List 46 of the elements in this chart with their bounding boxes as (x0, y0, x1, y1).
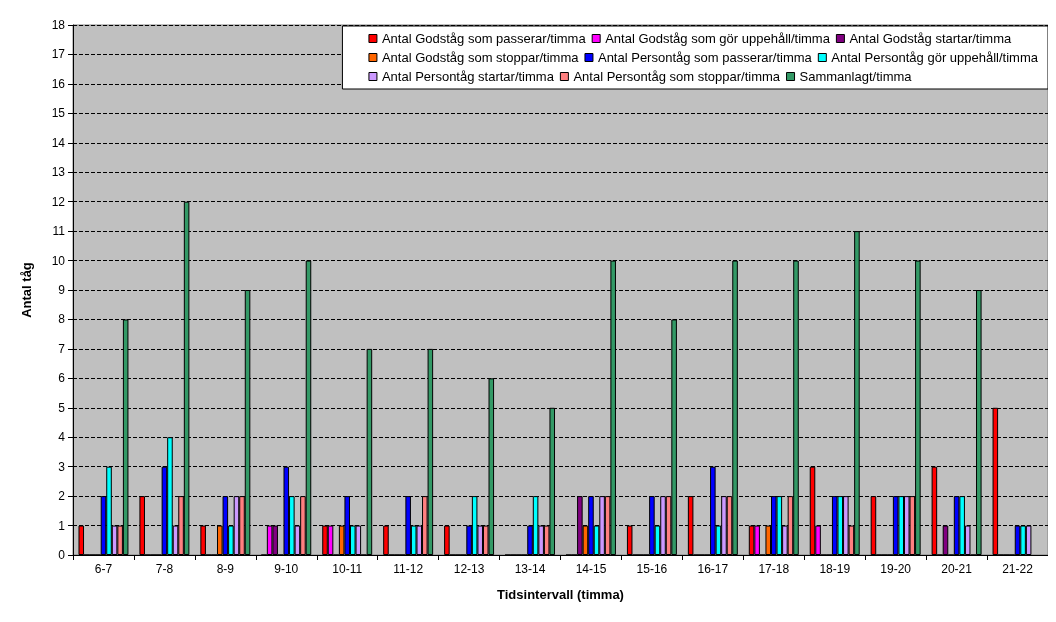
y-tick-label: 1 (58, 518, 66, 533)
x-tick-label: 11-12 (393, 562, 424, 576)
y-tick-label: 12 (51, 194, 66, 209)
legend-label: Antal Godståg som stoppar/timma (381, 50, 580, 65)
y-tick-label: 7 (58, 341, 66, 356)
y-tick-label: 8 (58, 312, 66, 327)
y-tick-label: 4 (58, 430, 66, 445)
y-tick-label: 6 (58, 371, 66, 386)
y-tick-label: 2 (58, 489, 66, 504)
x-tick-label: 12-13 (453, 562, 485, 576)
legend-label: Antal Persontåg som passerar/timma (597, 50, 813, 65)
y-tick-label: 16 (51, 76, 66, 91)
x-tick-label: 17-18 (758, 562, 790, 576)
legend-label: Antal Persontåg som stoppar/timma (573, 69, 781, 84)
x-tick-label: 20-21 (941, 562, 973, 576)
x-tick-label: 13-14 (514, 562, 546, 576)
y-tick-label: 5 (58, 400, 66, 415)
x-tick-label: 15-16 (636, 562, 668, 576)
x-axis-title: Tidsintervall (timma) (497, 587, 624, 602)
y-tick-label: 10 (51, 253, 66, 268)
y-tick-label: 11 (52, 224, 66, 239)
x-tick-label: 7-8 (155, 562, 174, 576)
legend-label: Antal Godståg som passerar/timma (381, 31, 587, 46)
y-tick-label: 13 (51, 165, 66, 180)
legend-label: Antal Persontåg startar/timma (381, 69, 555, 84)
y-tick-label: 9 (58, 283, 66, 297)
y-tick-label: 14 (51, 135, 66, 150)
x-tick-label: 6-7 (94, 562, 113, 576)
y-tick-label: 15 (51, 106, 66, 121)
x-tick-label: 8-9 (216, 562, 235, 576)
y-tick-label: 17 (51, 47, 66, 62)
legend-label: Antal Persontåg gör uppehåll/timma (831, 50, 1039, 65)
y-tick-label: 3 (58, 459, 66, 474)
legend-label: Sammanlagt/timma (799, 69, 913, 84)
x-tick-label: 16-17 (697, 562, 729, 576)
x-tick-label: 21-22 (1002, 562, 1034, 576)
x-tick-label: 14-15 (575, 562, 607, 576)
x-tick-label: 18-19 (819, 562, 851, 576)
x-tick-label: 19-20 (880, 562, 912, 576)
y-tick-label: 0 (58, 548, 66, 562)
y-tick-label: 18 (51, 18, 66, 32)
legend-label: Antal Godståg som gör uppehåll/timma (605, 31, 831, 46)
y-axis-title: Antal tåg (19, 262, 34, 318)
legend-label: Antal Godståg startar/timma (849, 31, 1013, 46)
x-tick-label: 10-11 (332, 562, 363, 576)
x-tick-label: 9-10 (274, 562, 299, 576)
